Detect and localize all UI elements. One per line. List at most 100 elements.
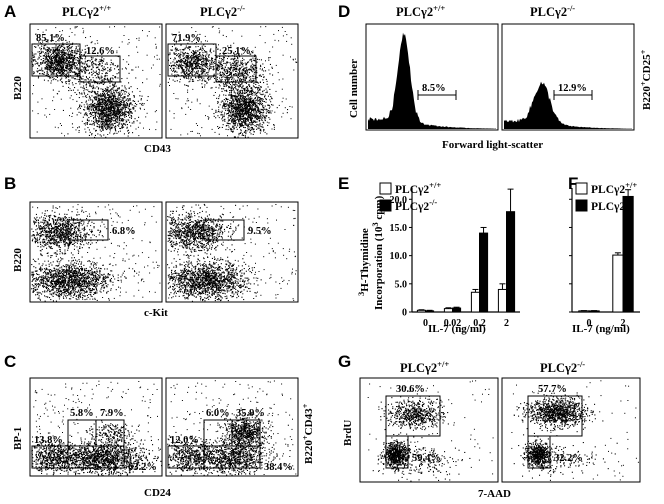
panel-label-c: C [4,352,16,371]
panel-e-ylabel-2: Incorporation (103 cpm) [370,195,385,310]
x-tick-label: 2 [621,318,626,329]
panel-d-side-label: B220+CD25+ [638,49,653,110]
bar-wt [416,309,426,313]
panel-label-g: G [338,352,351,371]
panel-d-marker-ko [553,90,593,100]
panel-e-ylabel-1: 3H-Thymidine [356,228,371,296]
panel-a-gate-2-ko [215,55,257,83]
panel-e-bars [416,188,516,313]
panel-d-gate-wt-value: 8.5% [422,83,446,94]
panel-g-ylabel: BrdU [342,420,354,446]
panel-label-f: F [568,174,578,193]
panel-g-gate-2-ko [527,435,551,469]
panel-a-gate-1-wt-value: 85.1% [36,33,65,44]
panel-d-plot-wt [365,23,499,131]
panel-a-xlabel: CD43 [144,143,171,155]
bar-ko [479,232,489,313]
panel-g-title-wt: PLCγ2+/+ [400,359,449,375]
panel-c-gate-1-ko-value: 6.0% [206,408,230,419]
panel-f-legend: PLCγ2+/+ PLCγ2-/- [575,180,637,213]
panel-b-events-ko [167,203,297,302]
panel-g-gate-1-wt-value: 30.6% [396,384,425,395]
panel-g-events-ko [511,380,639,481]
panel-d-histogram-ko [504,81,632,129]
y-tick-label: 10.0 [390,251,408,262]
panel-c-xlabel: CD24 [144,487,171,499]
panel-e-legend-swatch-wt [379,182,392,195]
panel-d-title-wt: PLCγ2+/+ [396,3,445,19]
panel-e-legend: PLCγ2+/+ PLCγ2-/- [379,180,441,213]
panel-a-title-wt: PLCγ2+/+ [62,3,111,19]
panel-d-ylabel: Cell number [348,59,360,118]
panel-b-gate-ko-value: 9.5% [248,226,272,237]
panel-g-gate-1-ko [527,395,583,437]
panel-c-gate-2-wt-value: 7.9% [100,408,124,419]
panel-label-b: B [4,174,16,193]
y-tick-label: 15.0 [390,223,408,234]
panel-c-side-label: B220+CD43+ [300,403,315,464]
bar-wt [443,308,453,313]
panel-d-xlabel: Forward light-scatter [442,139,543,151]
panel-f-legend-swatch-ko [575,199,588,212]
panel-f-legend-swatch-wt [575,182,588,195]
panel-d-title-ko: PLCγ2-/- [530,3,575,19]
x-tick-label: 0.2 [473,318,486,329]
panel-c-ylabel: BP-1 [12,427,24,450]
panel-c-events-ko [167,380,297,476]
panel-a-title-ko: PLCγ2-/- [200,3,245,19]
panel-f-legend-ko: PLCγ2-/- [591,197,633,213]
panel-b-gate-wt-value: 6.8% [112,226,136,237]
panel-c-gate-1-wt-value: 5.8% [70,408,94,419]
panel-c-gate-3-wt-value: 13.8% [34,435,63,446]
panel-a-gate-1-ko-value: 71.9% [172,33,201,44]
panel-a-gate-2-ko-value: 25.1% [222,46,251,57]
panel-d-marker-wt [417,90,457,100]
panel-a-gate-2-wt [79,55,121,83]
panel-c-gate-4-wt-value: 63.2% [128,462,157,473]
panel-g-title-ko: PLCγ2-/- [540,359,585,375]
panel-c-gates-wt [31,419,125,469]
panel-e-xlabel: IL-7 (ng/ml) [428,323,486,335]
panel-f-bars [578,189,634,313]
y-tick-label: 5.0 [395,279,408,290]
bar-wt [470,291,480,313]
panel-g-xlabel: 7-AAD [478,488,511,500]
panel-g-gate-2-ko-value: 32.2% [554,453,583,464]
panel-e-legend-ko: PLCγ2-/- [395,197,437,213]
panel-g-plot-ko [501,377,641,483]
bar-ko [425,310,435,313]
panel-a-ylabel: B220 [12,76,24,100]
x-tick-label: 0 [423,318,428,329]
bar-ko [622,195,634,313]
panel-g-gate-2-wt-value: 59.4% [412,453,441,464]
panel-c-gate-4-ko-value: 38.4% [264,462,293,473]
panel-c-gate-3-ko-value: 12.0% [170,435,199,446]
panel-b-xlabel: c-Kit [144,307,168,319]
panel-label-a: A [4,2,16,21]
panel-d-gate-ko-value: 12.9% [558,83,587,94]
panel-d-histogram-wt [368,32,496,129]
bar-ko [506,211,516,313]
x-tick-label: 0.02 [444,318,462,329]
panel-b-gate-ko [203,219,245,241]
panel-a-events-wt [31,26,161,138]
panel-c-gates-ko [167,419,261,469]
panel-e-legend-swatch-ko [379,199,392,212]
panel-a-events-ko [167,26,298,138]
panel-e-legend-wt: PLCγ2+/+ [395,180,441,196]
panel-g-gate-1-wt [385,395,441,437]
panel-f-legend-wt: PLCγ2+/+ [591,180,637,196]
panel-label-d: D [338,2,350,21]
y-tick-label: 0 [402,308,407,319]
y-tick-label: 20.0 [390,195,408,206]
panel-g-gate-2-wt [385,435,409,469]
panel-c-gate-2-ko-value: 35.9% [236,408,265,419]
panel-b-gate-wt [67,219,109,241]
panel-a-gate-2-wt-value: 12.6% [86,46,115,57]
panel-g-plot-wt [359,377,499,483]
bar-wt [612,254,624,313]
x-tick-label: 2 [504,318,509,329]
x-tick-label: 0 [587,318,592,329]
panel-f-xlabel: IL-7 (ng/ml) [572,323,630,335]
